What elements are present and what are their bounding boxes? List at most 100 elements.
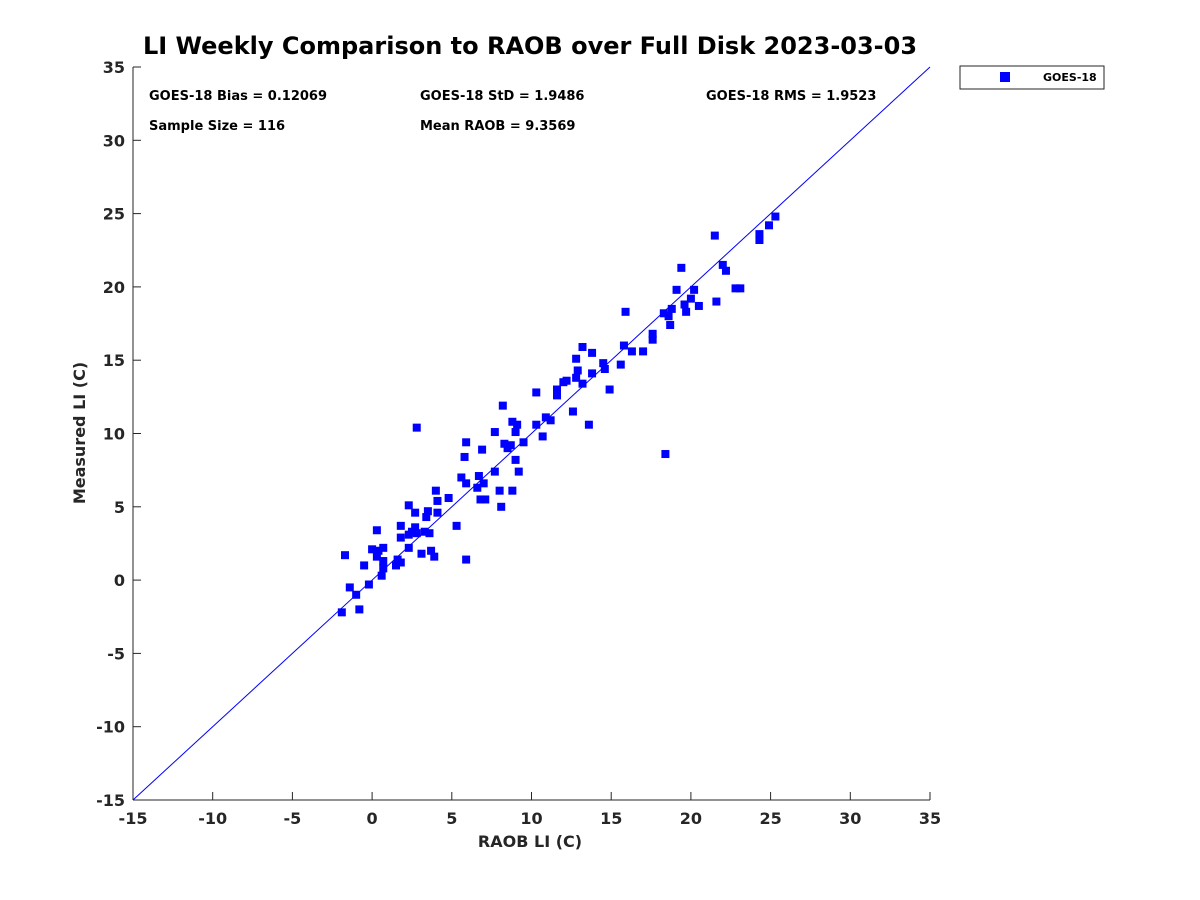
x-tick-label: 35 bbox=[919, 809, 941, 828]
data-point bbox=[573, 366, 582, 375]
data-point bbox=[553, 391, 562, 400]
data-point bbox=[639, 347, 648, 356]
data-point bbox=[599, 359, 608, 368]
data-point bbox=[411, 508, 420, 517]
data-point bbox=[412, 529, 421, 538]
data-point bbox=[452, 521, 461, 530]
y-tick-label: 20 bbox=[103, 278, 125, 297]
data-point bbox=[578, 343, 587, 352]
data-point bbox=[519, 438, 528, 447]
data-point bbox=[341, 551, 350, 560]
data-point bbox=[404, 543, 413, 552]
data-point bbox=[572, 354, 581, 363]
data-point bbox=[462, 438, 471, 447]
legend-marker bbox=[1000, 72, 1010, 82]
x-tick-label: -10 bbox=[198, 809, 227, 828]
x-ticks: -15 -10 -5 0 5 10 15 20 25 30 35 bbox=[119, 792, 941, 828]
y-tick-label: 30 bbox=[103, 131, 125, 150]
data-point bbox=[694, 301, 703, 310]
data-point bbox=[588, 369, 597, 378]
data-point bbox=[712, 297, 721, 306]
data-point bbox=[473, 483, 482, 492]
data-point bbox=[690, 285, 699, 294]
data-point bbox=[578, 379, 587, 388]
data-point bbox=[686, 294, 695, 303]
data-point bbox=[616, 360, 625, 369]
data-point bbox=[664, 312, 673, 321]
data-point bbox=[495, 486, 504, 495]
data-point bbox=[667, 304, 676, 313]
data-point bbox=[430, 552, 439, 561]
data-point bbox=[500, 439, 509, 448]
data-point bbox=[584, 420, 593, 429]
legend-box bbox=[959, 65, 1105, 90]
data-point bbox=[541, 413, 550, 422]
x-tick-label: 25 bbox=[759, 809, 781, 828]
y-tick-label: 0 bbox=[114, 571, 125, 590]
y-axis-label: Measured LI (C) bbox=[70, 362, 89, 504]
x-tick-label: -5 bbox=[284, 809, 302, 828]
data-point bbox=[396, 558, 405, 567]
stat-rms: GOES-18 RMS = 1.9523 bbox=[706, 89, 876, 104]
data-point bbox=[506, 441, 515, 450]
data-point bbox=[677, 263, 686, 272]
data-point bbox=[755, 230, 764, 239]
data-point bbox=[666, 321, 675, 330]
data-point bbox=[407, 527, 416, 536]
data-point bbox=[372, 526, 381, 535]
data-point bbox=[490, 428, 499, 437]
data-point bbox=[396, 533, 405, 542]
data-point bbox=[431, 486, 440, 495]
chart-title: LI Weekly Comparison to RAOB over Full D… bbox=[143, 32, 917, 60]
goes-18-series bbox=[337, 212, 780, 617]
data-point bbox=[411, 523, 420, 532]
y-tick-label: -15 bbox=[96, 791, 125, 810]
y-tick-label: -5 bbox=[107, 644, 125, 663]
legend: GOES-18 bbox=[959, 65, 1105, 90]
y-tick-label: 35 bbox=[103, 58, 125, 77]
stat-bias: GOES-18 Bias = 0.12069 bbox=[149, 89, 327, 104]
data-point bbox=[433, 496, 442, 505]
data-point bbox=[538, 432, 547, 441]
data-point bbox=[672, 285, 681, 294]
data-point bbox=[368, 545, 377, 554]
data-point bbox=[627, 347, 636, 356]
x-tick-label: 20 bbox=[680, 809, 702, 828]
y-tick-label: 15 bbox=[103, 351, 125, 370]
x-tick-label: 10 bbox=[520, 809, 542, 828]
data-point bbox=[377, 571, 386, 580]
data-point bbox=[532, 420, 541, 429]
data-point bbox=[731, 284, 740, 293]
y-ticks: -15 -10 -5 0 5 10 15 20 25 30 35 bbox=[96, 58, 141, 810]
data-point bbox=[364, 580, 373, 589]
data-point bbox=[490, 467, 499, 476]
legend-label: GOES-18 bbox=[1043, 71, 1097, 84]
x-tick-label: -15 bbox=[119, 809, 148, 828]
data-point bbox=[605, 385, 614, 394]
data-point bbox=[417, 549, 426, 558]
data-point bbox=[374, 546, 383, 555]
data-point bbox=[498, 401, 507, 410]
data-point bbox=[661, 450, 670, 459]
data-point bbox=[355, 605, 364, 614]
data-point bbox=[648, 335, 657, 344]
data-point bbox=[508, 486, 517, 495]
data-point bbox=[422, 513, 431, 522]
data-point bbox=[721, 266, 730, 275]
data-point bbox=[600, 364, 609, 373]
y-tick-label: 5 bbox=[114, 498, 125, 517]
data-point bbox=[460, 452, 469, 461]
x-tick-label: 30 bbox=[839, 809, 861, 828]
data-point bbox=[444, 494, 453, 503]
stat-sample-size: Sample Size = 116 bbox=[149, 119, 285, 134]
data-point bbox=[513, 420, 522, 429]
data-point bbox=[648, 329, 657, 338]
data-point bbox=[476, 495, 485, 504]
x-axis-label: RAOB LI (C) bbox=[478, 832, 582, 851]
data-point bbox=[345, 583, 354, 592]
data-point bbox=[352, 590, 361, 599]
data-point bbox=[755, 235, 764, 244]
data-point bbox=[568, 407, 577, 416]
data-point bbox=[479, 479, 488, 488]
data-point bbox=[360, 561, 369, 570]
